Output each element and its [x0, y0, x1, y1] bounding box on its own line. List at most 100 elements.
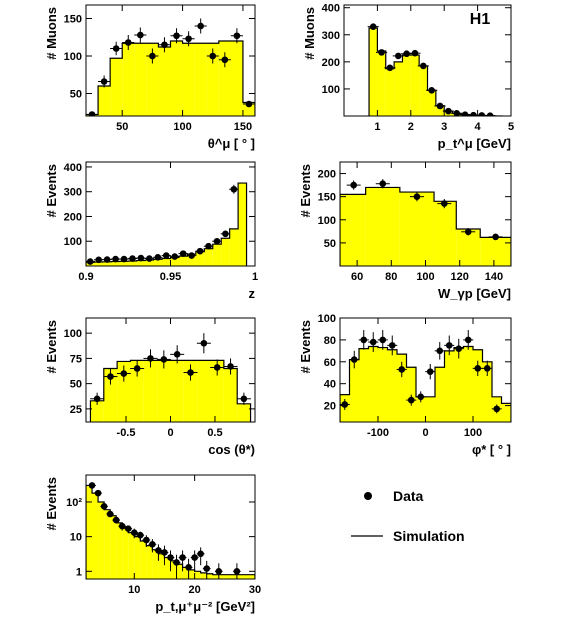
- sim-bin: [94, 262, 103, 266]
- data-point: [437, 198, 452, 209]
- x-tick-label: 3: [441, 121, 447, 133]
- y-tick-label: 100: [64, 51, 82, 63]
- data-point: [94, 489, 102, 497]
- panel-ptsq: 10 20 30 1 10 10² p_t,μ⁺μ⁻² [GeV²] # Events: [44, 474, 261, 614]
- plot-frame: [85, 4, 256, 117]
- sim-bin: [402, 55, 411, 116]
- sim-bin: [98, 86, 111, 116]
- y-tick-label: 100: [64, 236, 82, 248]
- sim-bin: [397, 354, 407, 422]
- data-point: [146, 48, 159, 64]
- y-tick-label: 400: [322, 3, 340, 15]
- sim-bin: [368, 346, 378, 422]
- data-point: [491, 404, 502, 414]
- data-point: [143, 349, 158, 368]
- sim-bin: [116, 522, 123, 579]
- data-point: [144, 255, 155, 262]
- panel-W: 60 80 100 120 140 50 100 150 200 W_γp [GeV] # Even…: [298, 161, 512, 301]
- data-point: [220, 230, 231, 238]
- h1-badge: H1: [470, 11, 491, 28]
- data-point: [142, 535, 151, 548]
- x-tick-label: 120: [451, 271, 469, 283]
- x-tick-label: 20: [189, 584, 201, 596]
- x-axis-label: z: [249, 286, 256, 301]
- sim-bin: [206, 573, 213, 579]
- x-axis-label: p_t^μ [GeV]: [438, 136, 511, 151]
- sim-bin: [365, 187, 400, 266]
- sim-bin: [170, 560, 177, 579]
- sim-bin: [377, 51, 386, 116]
- sim-bin: [92, 493, 99, 579]
- x-axis-label: φ* [ ° ]: [472, 442, 511, 457]
- data-point: [118, 522, 127, 531]
- data-point: [444, 335, 455, 356]
- sim-bin: [170, 41, 183, 116]
- data-point: [346, 180, 361, 190]
- sim-bin: [212, 244, 222, 266]
- plot-frame: [85, 474, 256, 580]
- sim-bin: [463, 346, 473, 422]
- sim-bin: [221, 238, 230, 266]
- y-tick-label: 300: [322, 30, 340, 42]
- data-point: [170, 28, 183, 44]
- data-point: [233, 563, 241, 579]
- sim-bin: [394, 61, 403, 116]
- sim-bin: [444, 350, 454, 422]
- data-point: [406, 394, 417, 406]
- sim-bin: [119, 261, 129, 266]
- sim-bin: [218, 574, 225, 579]
- y-axis-label: # Events: [298, 320, 313, 373]
- x-tick-label: 60: [351, 271, 363, 283]
- sim-bin: [349, 359, 359, 422]
- x-axis-label: W_γp [GeV]: [438, 286, 511, 301]
- sim-bin: [410, 55, 420, 116]
- data-point: [367, 23, 379, 30]
- y-tick-label: 50: [70, 379, 82, 391]
- data-point: [210, 359, 225, 376]
- data-point: [376, 49, 388, 56]
- data-point: [172, 554, 181, 579]
- x-tick-label: 140: [485, 271, 503, 283]
- sim-bin: [482, 361, 492, 422]
- simulation-line: [340, 186, 511, 266]
- y-tick-label: 200: [322, 57, 340, 69]
- data-point: [156, 350, 171, 369]
- sim-bin: [122, 43, 135, 116]
- sim-bin: [170, 257, 179, 266]
- x-tick-label: -100: [367, 427, 389, 439]
- data-point: [425, 363, 436, 380]
- data-point: [136, 254, 146, 262]
- sim-bin: [435, 367, 445, 422]
- data-point: [426, 86, 438, 94]
- y-tick-label: 25: [70, 404, 82, 416]
- sim-bin: [143, 360, 158, 422]
- data-point: [178, 550, 187, 572]
- sim-bin: [340, 194, 366, 266]
- sim-bin: [399, 192, 435, 266]
- data-point: [392, 52, 404, 60]
- y-tick-label: 50: [324, 238, 336, 250]
- data-point: [158, 37, 171, 53]
- data-point: [86, 111, 99, 116]
- data-point: [417, 62, 429, 70]
- sim-bin: [128, 261, 137, 266]
- data-point: [154, 544, 163, 561]
- data-point: [368, 332, 379, 352]
- x-tick-label: 0: [167, 427, 173, 439]
- sim-bin: [194, 43, 207, 116]
- sim-bin: [218, 41, 243, 116]
- sim-bin: [194, 571, 201, 579]
- y-axis-label: # Muons: [44, 7, 59, 60]
- data-point: [451, 109, 463, 116]
- sim-bin: [111, 261, 120, 266]
- sim-bin: [230, 574, 237, 579]
- y-tick-label: 50: [70, 89, 82, 101]
- sim-bin: [158, 47, 171, 116]
- data-point: [377, 330, 388, 350]
- data-point: [106, 510, 114, 518]
- data-point: [482, 360, 493, 377]
- sim-bin: [157, 360, 171, 422]
- data-point: [119, 255, 129, 263]
- sim-bin: [170, 360, 184, 422]
